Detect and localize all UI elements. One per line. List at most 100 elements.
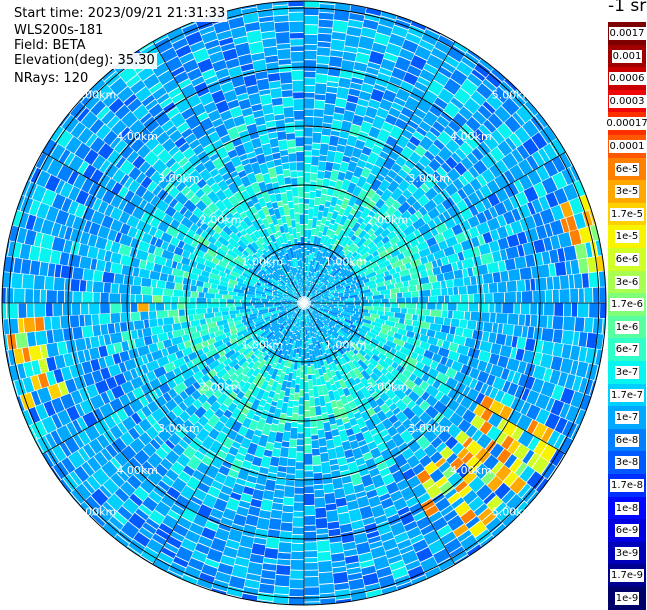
range-gate-cell [496,313,508,324]
range-gate-cell [285,480,294,486]
range-gate-cell [294,111,304,120]
range-gate-cell [114,342,123,353]
range-gate-cell [275,575,290,587]
range-gate-cell [489,333,497,344]
range-gate-cell [522,326,528,338]
range-gate-cell [515,256,527,269]
range-gate-cell [305,577,319,587]
range-gate-cell [432,281,441,289]
colorbar-swatch: 6e-6 [608,248,646,271]
range-gate-cell [474,294,484,303]
range-gate-cell [538,264,550,277]
range-gate-cell [234,303,241,307]
range-gate-cell [264,450,273,457]
range-gate-cell [360,506,374,520]
range-gate-cell [158,318,164,326]
range-gate-cell [513,325,522,337]
range-gate-cell [299,198,304,203]
range-gate-cell [489,240,500,252]
range-gate-cell [309,390,314,397]
range-gate-cell [389,298,396,303]
range-gate-cell [291,52,304,62]
range-gate-cell [461,294,468,302]
range-gate-cell [121,341,129,351]
range-gate-cell [313,117,323,127]
range-gate-cell [277,44,290,49]
range-gate-cell [293,517,304,526]
range-gate-cell [274,490,285,499]
range-gate-cell [228,287,233,292]
range-gate-cell [269,138,279,147]
range-gate-cell [288,401,294,408]
range-gate-cell [253,110,264,118]
range-gate-cell [285,123,295,133]
range-gate-cell [584,288,592,303]
range-gate-cell [525,338,536,351]
range-gate-cell [294,393,299,400]
range-gate-cell [75,338,86,351]
range-gate-cell [270,88,282,98]
range-gate-cell [331,553,345,562]
range-gate-cell [579,332,588,347]
range-gate-cell [304,98,314,108]
range-gate-cell [283,107,293,117]
range-gate-cell [317,534,329,540]
range-gate-cell [34,304,45,318]
range-gate-cell [264,114,274,122]
range-gate-cell [104,282,111,292]
range-gate-cell [304,72,316,78]
range-gate-cell [64,353,74,367]
range-gate-cell [163,296,171,303]
range-gate-cell [564,246,577,261]
colorbar-swatch: 3e-7 [608,361,646,384]
range-gate-cell [493,293,504,303]
range-gate-cell [292,544,304,551]
range-gate-cell [304,401,309,410]
range-ring-label: 2.00km [367,380,409,393]
range-gate-cell [354,308,359,311]
range-gate-cell [299,204,304,214]
colorbar-swatch: 0.001 [608,45,646,68]
range-gate-cell [407,308,415,314]
range-gate-cell [46,304,53,317]
range-ring-label: 3.00km [158,172,200,185]
range-gate-cell [294,502,304,510]
range-gate-cell [305,563,318,570]
range-gate-cell [579,288,584,302]
range-gate-cell [304,204,309,208]
range-gate-cell [469,303,478,312]
range-gate-cell [406,303,416,309]
range-gate-cell [258,593,274,601]
range-gate-cell [344,449,354,458]
range-gate-cell [310,173,317,181]
range-gate-cell [503,324,514,336]
range-gate-cell [326,87,337,94]
range-gate-cell [91,259,98,270]
range-gate-cell [298,242,301,248]
range-gate-cell [312,149,320,156]
range-gate-cell [47,330,54,343]
range-gate-cell [274,15,289,22]
range-gate-cell [384,294,390,299]
range-gate-cell [574,274,582,288]
range-gate-cell [345,494,356,502]
range-gate-cell [304,365,308,374]
range-gate-cell [508,314,519,325]
range-gate-cell [211,284,217,290]
range-gate-cell [369,299,373,302]
range-gate-cell [312,456,321,465]
range-gate-cell [220,303,226,307]
range-gate-cell [311,435,318,440]
range-gate-cell [491,343,502,355]
range-gate-cell [338,512,351,524]
range-gate-cell [255,117,266,126]
range-gate-cell [304,145,312,150]
range-gate-cell [111,313,121,323]
range-ring-label: 3.00km [408,172,450,185]
range-gate-cell [356,542,371,555]
range-gate-cell [198,292,204,298]
range-gate-cell [378,353,387,361]
range-gate-cell [405,314,412,320]
range-gate-cell [97,249,106,261]
range-gate-cell [297,358,301,369]
